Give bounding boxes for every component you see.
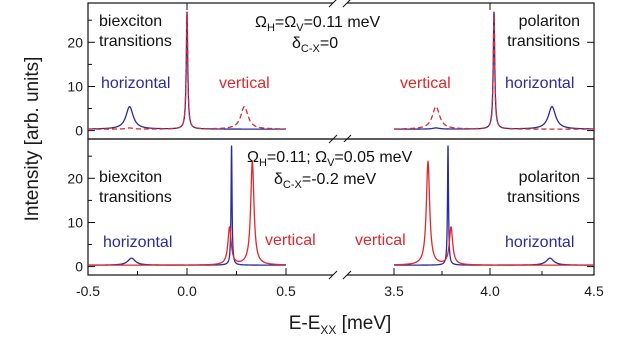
label-polariton: polariton [519,13,580,30]
x-tick-label: 4.5 [584,283,604,299]
delta-symbol: δ [292,35,301,52]
label-vertical-left: vertical [265,232,316,249]
series-vertical-line [88,159,594,266]
params-detuning: δC-X=-0.2 meV [274,171,376,191]
label-vertical-left: vertical [219,75,270,92]
label-transitions: transitions [507,33,580,50]
subscript-v: V [327,157,335,169]
subscript-h: H [259,157,267,169]
panel-top: 0 10 20 biexciton transitions polariton … [67,0,595,144]
subscript-cx: C-X [283,179,303,191]
label-transitions: transitions [507,189,580,206]
label-biexciton: biexciton [99,13,162,30]
omega-values: =0.11; Ω [267,149,327,166]
axis-break-bottom-panel-2 [328,270,352,280]
subscript-v: V [296,22,304,34]
detuning-value: =0 [320,35,338,52]
label-transitions: transitions [99,189,172,206]
label-vertical-right: vertical [400,75,451,92]
label-vertical-right: vertical [355,232,406,249]
y-tick-label: 20 [67,34,83,50]
y-ticks-panel-1 [88,19,594,132]
label-polariton: polariton [519,169,580,186]
label-biexciton: biexciton [99,169,162,186]
detuning-value: =-0.2 meV [302,171,377,188]
label-horizontal-left: horizontal [103,234,172,251]
params-detuning: δC-X=0 [292,35,338,55]
params-omega: ΩH=ΩV=0.11 meV [255,14,381,34]
x-tick-label: 3.5 [384,283,404,299]
series-vertical-line [88,11,594,130]
label-horizontal-right: horizontal [505,75,574,92]
x-ticks [87,3,595,275]
y-tick-label: 20 [67,170,83,186]
omega-symbol: Ω [247,149,259,166]
series-lines-panel-1 [88,11,594,130]
x-axis-title-subscript: XX [320,323,336,337]
omega-symbol: Ω [255,14,267,31]
y-tick-label: 10 [67,79,83,95]
x-tick-label: 4.0 [480,283,500,299]
x-axis-title: E-EXX [meV] [289,313,392,337]
subscript-cx: C-X [301,43,321,55]
x-axis-title-unit: [meV] [336,313,391,334]
x-axis-title-main: E-E [289,313,321,334]
x-tick-label: 0.5 [276,283,296,299]
subscript-h: H [267,22,275,34]
omega-value: =0.05 meV [334,149,412,166]
y-tick-label: 0 [75,123,83,139]
omega-value: =0.11 meV [304,14,381,31]
y-tick-label: 10 [67,215,83,231]
label-transitions: transitions [99,33,172,50]
axis-break-top-panel-1 [328,0,351,8]
label-horizontal-right: horizontal [505,234,574,251]
x-tick-label: -0.5 [76,283,100,299]
series-lines-panel-2 [88,145,594,266]
label-horizontal-left: horizontal [101,75,170,92]
params-omega: ΩH=0.11; ΩV=0.05 meV [247,149,413,169]
delta-symbol: δ [274,171,283,188]
panel-bottom: 0 10 20 biexciton transitions polariton … [67,3,595,280]
y-tick-label: 0 [75,259,83,275]
x-tick-label: 0.0 [177,283,197,299]
y-axis-title: Intensity [arb. units] [22,57,43,222]
omega-equals: =Ω [275,14,296,31]
y-ticks-panel-2 [88,155,594,268]
